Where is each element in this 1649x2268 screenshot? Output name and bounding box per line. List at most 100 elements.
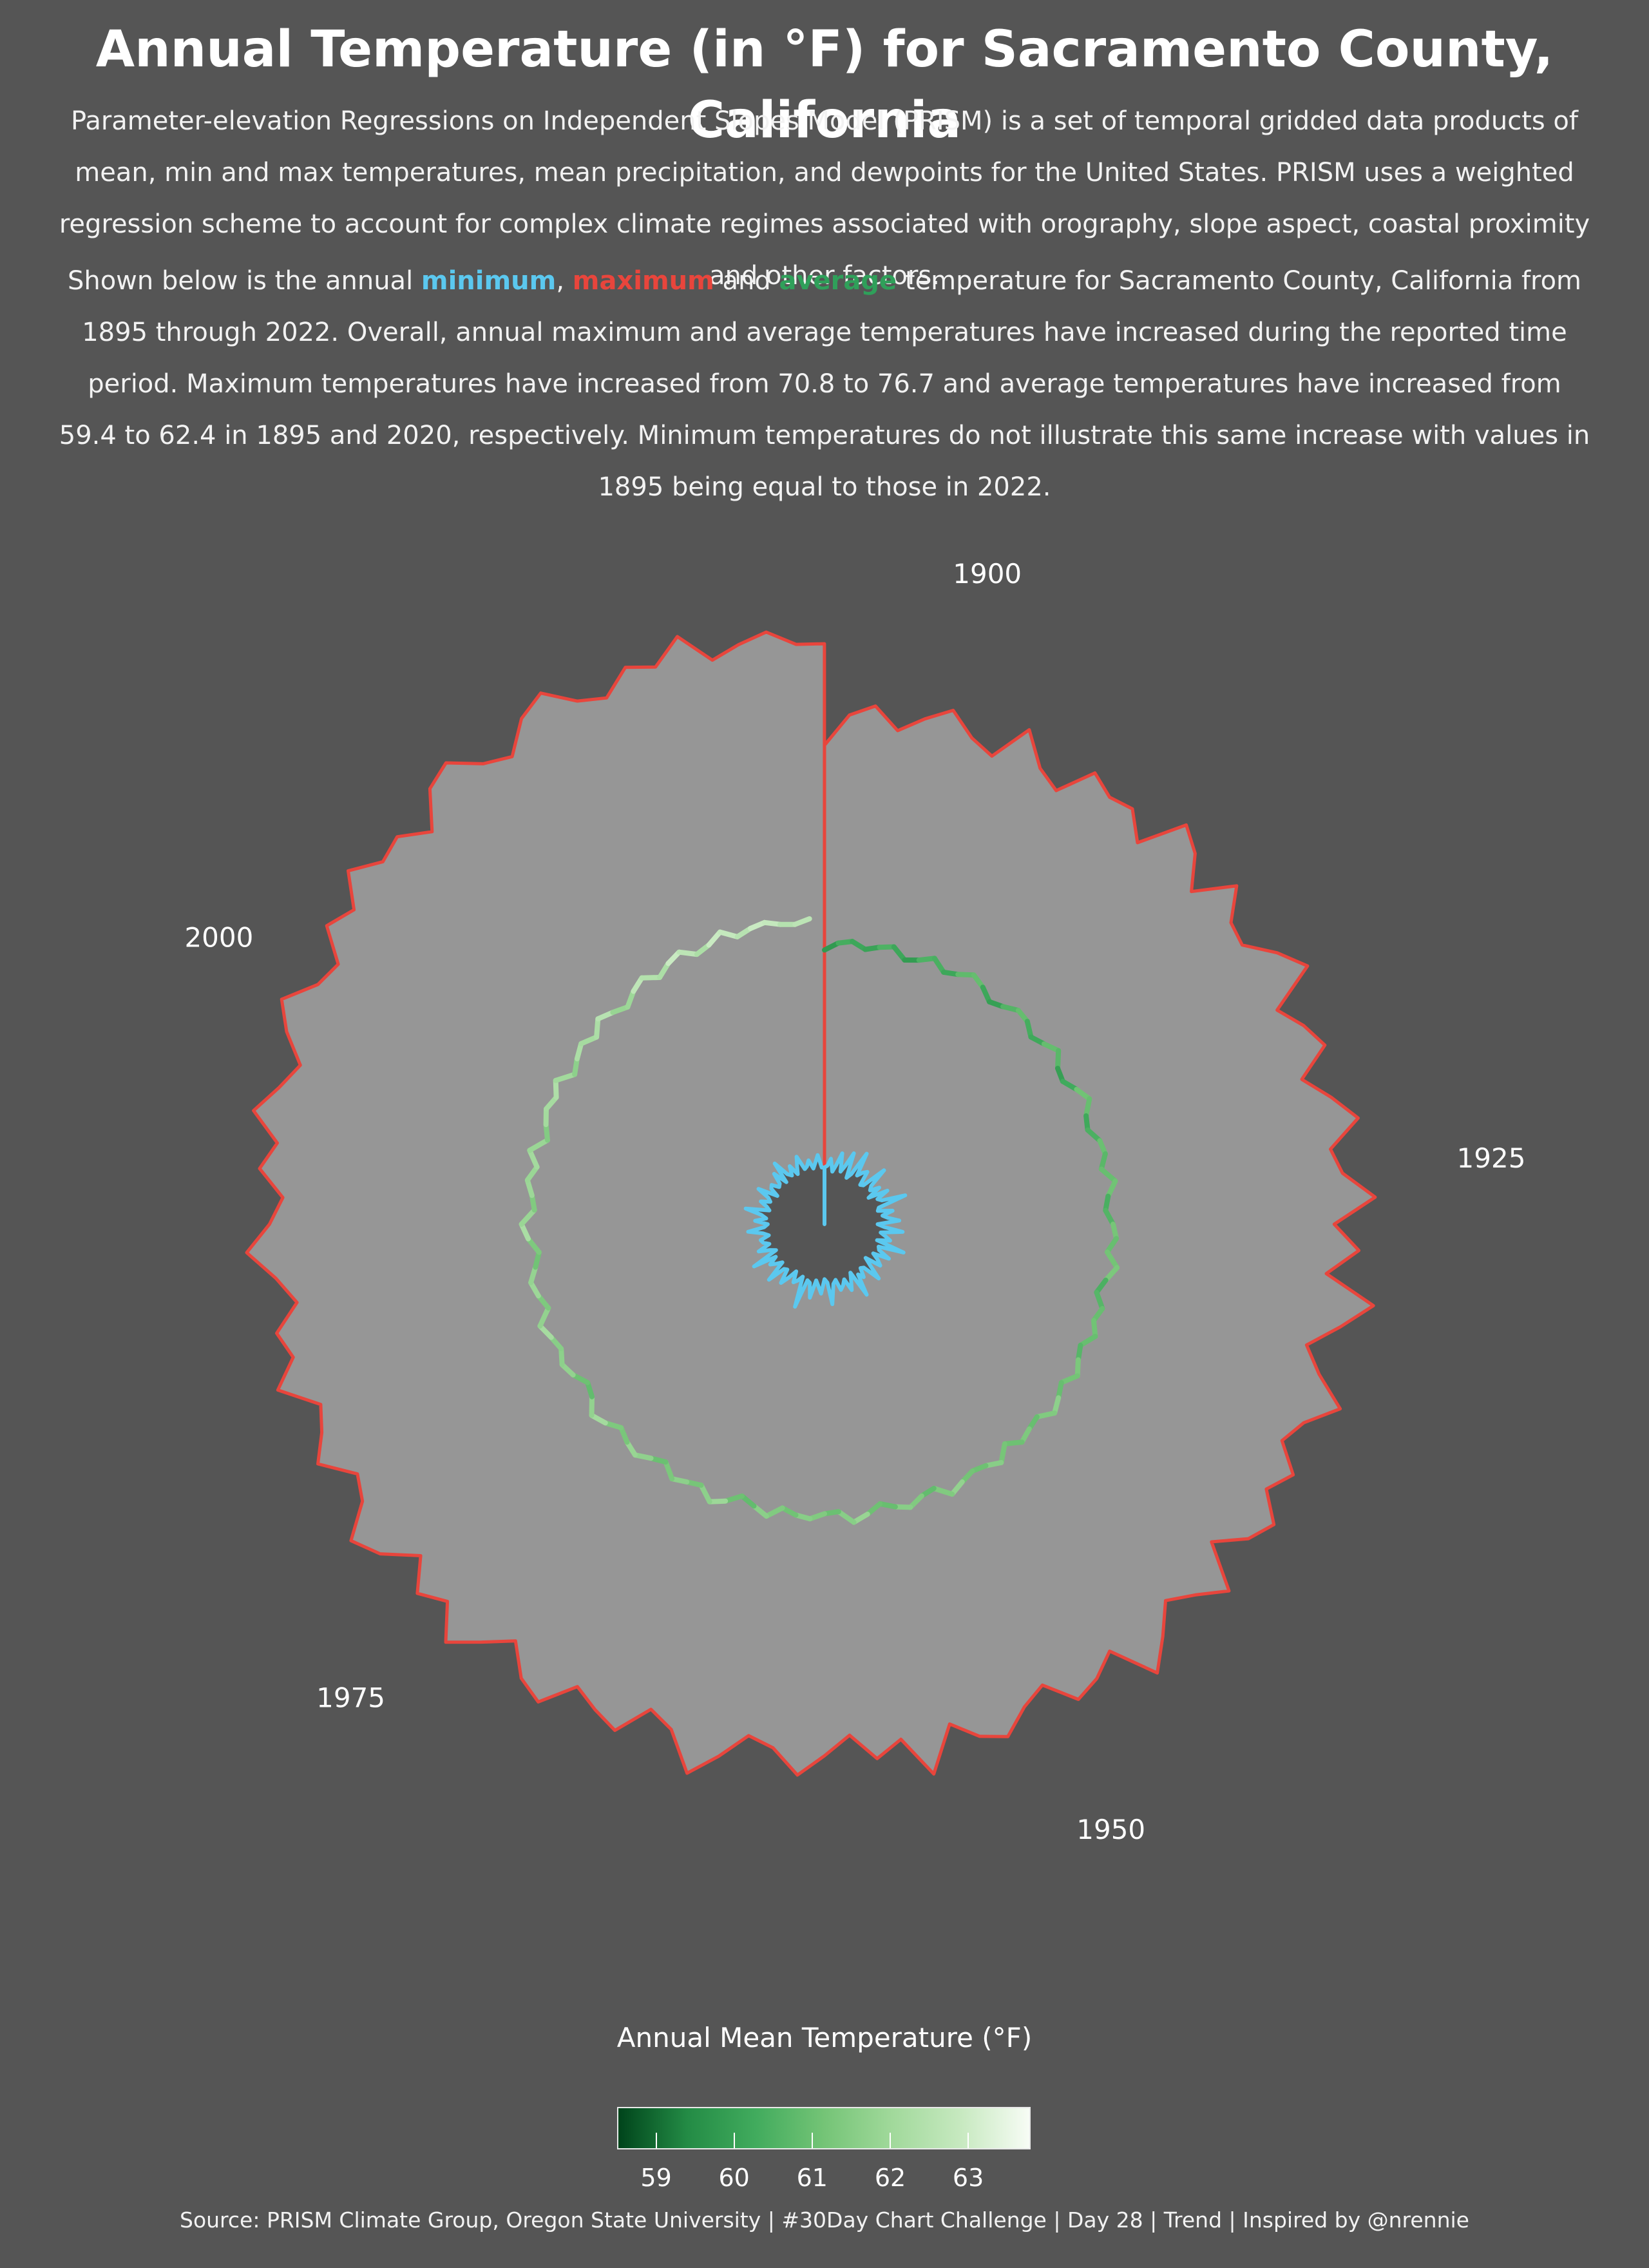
average-segment-1905 [955,972,977,978]
average-segment-2016 [717,929,740,939]
average-segment-1994 [524,1164,540,1183]
colorbar-tick-mark-62 [890,2133,891,2148]
average-segment-1983 [537,1323,554,1340]
average-segment-1930 [1103,1265,1120,1283]
keyword-average: average [779,266,897,296]
average-segment-1974 [618,1425,630,1445]
colorbar-tick-mark-59 [655,2133,657,2148]
colorbar-tick-label-63: 63 [952,2164,984,2192]
summary-sep-2: and [714,266,779,296]
average-segment-1989 [526,1236,542,1255]
summary-sep-1: , [556,266,573,296]
average-segment-1939 [1056,1379,1064,1401]
year-labels: 1900 1925 1950 1975 2000 [184,558,1525,1845]
average-segment-1975 [602,1420,624,1430]
colorbar-tick-mark-61 [811,2133,813,2148]
average-segment-2021 [792,916,812,927]
average-segment-1940 [1052,1395,1062,1416]
average-segment-1977 [589,1394,595,1418]
intro-paragraph: Parameter-elevation Regressions on Indep… [59,106,1590,291]
average-segment-2004 [578,1034,600,1046]
average-segment-2019 [761,919,783,927]
average-segment-1962 [763,1505,785,1519]
colorbar-tick-label-59: 59 [640,2164,672,2192]
average-segment-2005 [594,1016,601,1040]
colorbar-tick-label-62: 62 [874,2164,906,2192]
average-segment-1963 [751,1503,769,1519]
keyword-minimum: minimum [421,266,557,296]
average-segment-1946 [983,1460,1004,1468]
average-segment-1990 [519,1222,531,1242]
average-segment-1985 [535,1293,551,1311]
average-segment-2010 [639,975,663,981]
summary-lead: Shown below is the annual [67,266,421,296]
colorbar-tick-label-61: 61 [796,2164,828,2192]
average-segment-1913 [1041,1041,1062,1053]
average-segment-1922 [1098,1151,1108,1172]
average-segment-1917 [1074,1086,1092,1102]
average-segment-1954 [877,1501,898,1510]
average-segment-1991 [519,1207,537,1227]
average-segment-2017 [734,926,753,939]
average-segment-1941 [1034,1410,1058,1419]
average-segment-2008 [625,988,636,1010]
average-segment-2001 [553,1072,578,1083]
year-label-2000: 2000 [184,921,253,953]
average-segment-1950 [931,1486,955,1497]
average-segment-1972 [633,1452,654,1461]
average-segment-1996 [527,1137,550,1153]
average-segment-1902 [916,956,937,963]
average-segment-1967 [698,1483,712,1504]
average-segment-1945 [998,1441,1007,1465]
average-segment-1956 [851,1512,870,1525]
colorbar-gradient [617,2107,1031,2149]
summary-rest: temperature for Sacramento County, Calif… [59,266,1590,502]
average-segment-1938 [1058,1373,1080,1385]
colorbar-tick-mark-60 [733,2133,735,2148]
average-segment-1916 [1060,1079,1080,1092]
average-segment-1918 [1083,1096,1092,1119]
average-segment-1984 [537,1305,551,1329]
year-label-1950: 1950 [1076,1814,1145,1845]
average-segment-1997 [543,1122,550,1143]
average-segment-2013 [676,949,700,957]
year-label-1900: 1900 [953,558,1022,590]
average-segment-1909 [1000,1004,1021,1014]
source-caption: Source: PRISM Climate Group, Oregon Stat… [180,2207,1469,2233]
average-segment-2007 [610,1004,631,1015]
radial-temperature-chart: 1900 1925 1950 1975 2000 [184,558,1525,1845]
average-segment-1924 [1105,1178,1118,1199]
summary-paragraph: Shown below is the annual minimum, maxim… [58,255,1591,513]
average-segment-1928 [1104,1236,1120,1255]
year-label-1975: 1975 [316,1682,385,1713]
average-segment-2002 [572,1056,580,1077]
average-segment-1911 [1024,1019,1034,1040]
average-segment-1944 [1002,1439,1025,1446]
average-segment-2009 [631,975,645,994]
average-segment-2015 [706,929,723,948]
average-segment-1900 [891,944,908,963]
average-segment-1955 [864,1501,883,1517]
average-segment-1993 [524,1177,535,1198]
average-segment-1970 [663,1459,675,1482]
year-label-1925: 1925 [1457,1142,1526,1174]
average-segment-1935 [1078,1334,1098,1348]
average-segment-2006 [595,1010,616,1022]
average-segment-1934 [1091,1318,1098,1340]
colorbar-tick-label-60: 60 [718,2164,750,2192]
average-segment-1907 [980,985,992,1004]
average-segment-1979 [570,1372,591,1385]
average-segment-1929 [1104,1249,1120,1271]
average-segment-1932 [1094,1289,1105,1311]
average-segment-1966 [707,1498,729,1504]
average-temperature-line [519,916,1120,1525]
minimum-temperature-area [743,1151,908,1309]
average-segment-1987 [528,1264,539,1285]
average-segment-2000 [553,1077,559,1100]
average-segment-1920 [1085,1127,1103,1144]
keyword-maximum: maximum [572,266,714,296]
average-segment-2003 [574,1041,584,1062]
average-segment-2011 [657,961,671,980]
colorbar-tick-mark-63 [967,2133,969,2148]
average-segment-1995 [527,1148,540,1170]
